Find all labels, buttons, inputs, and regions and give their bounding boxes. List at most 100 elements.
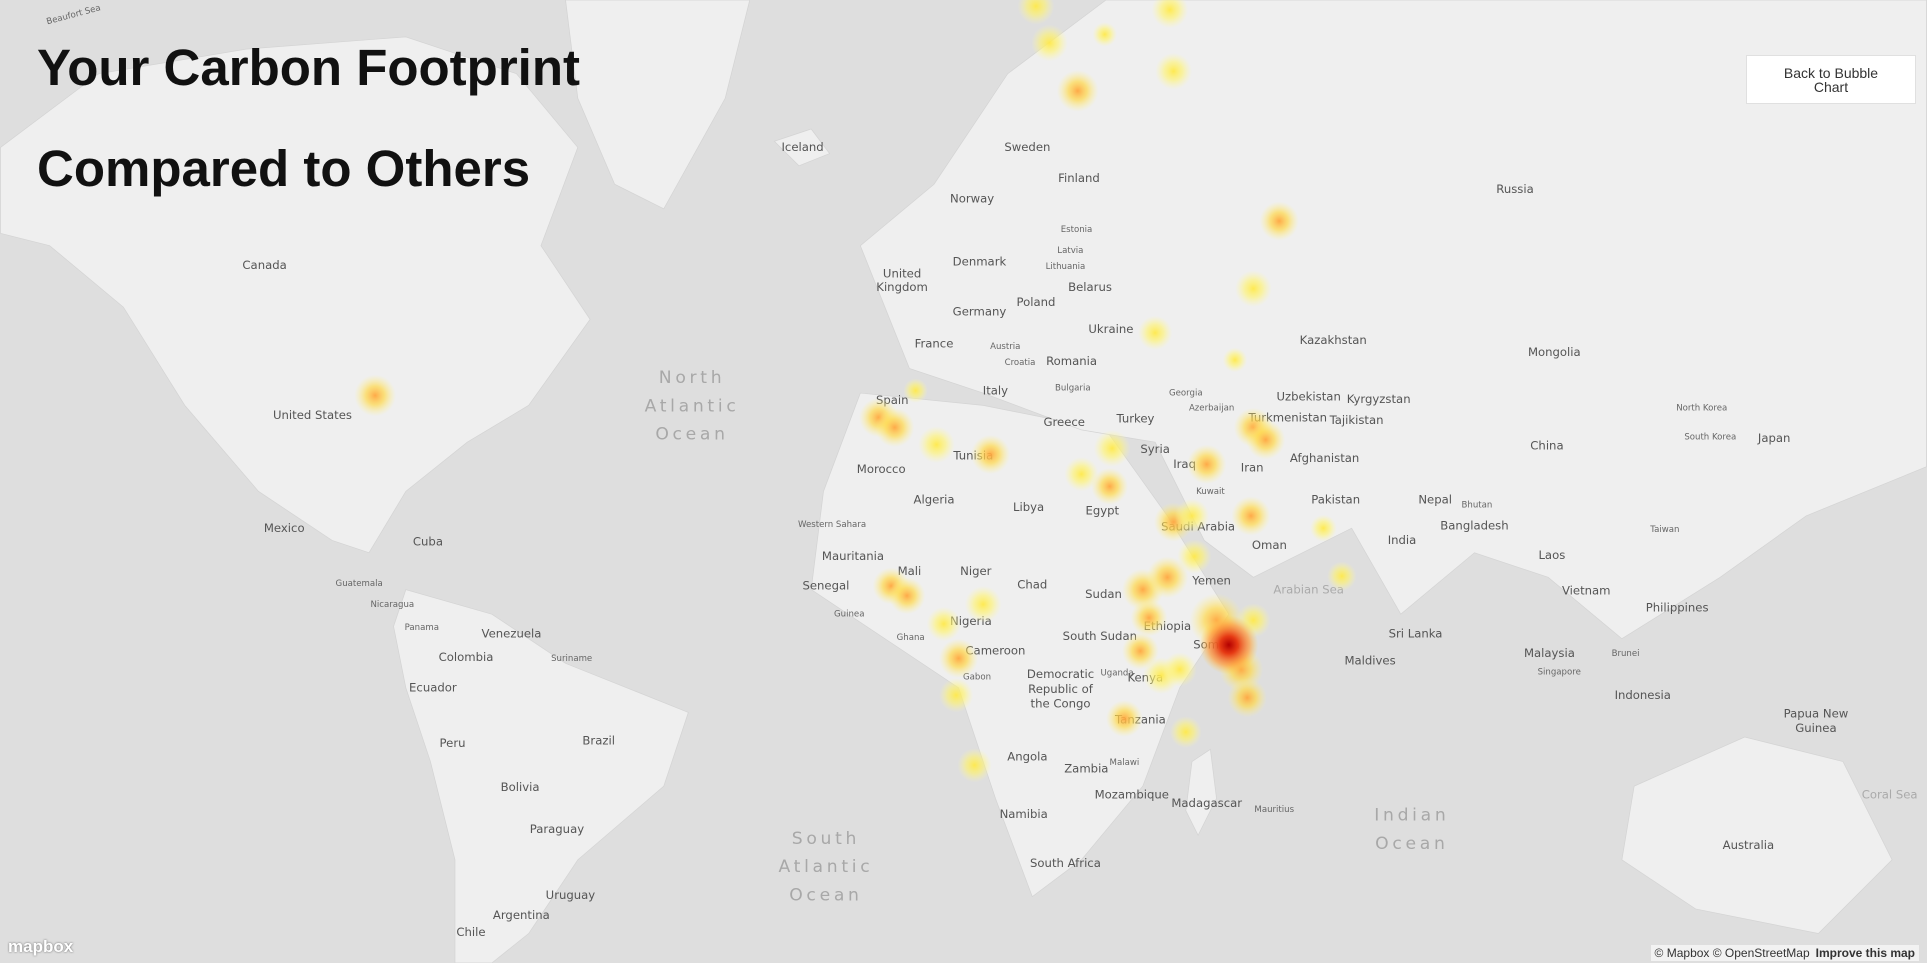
heat-spot: [1121, 632, 1159, 670]
ocean-label: Ocean: [655, 425, 728, 445]
map-label: Yemen: [1191, 574, 1231, 588]
map-label: Colombia: [439, 650, 494, 664]
map-label: Arabian Sea: [1273, 582, 1344, 596]
map-label: Norway: [950, 192, 994, 206]
map-label: United States: [273, 408, 352, 422]
map-label: Chad: [1017, 577, 1047, 591]
map-label: Germany: [953, 305, 1007, 319]
map-label: Laos: [1538, 548, 1565, 562]
labels: Beaufort Sea Iceland Sweden Finland Norw…: [45, 3, 1917, 939]
map-label: Democratic: [1027, 667, 1094, 681]
map-label: Bhutan: [1462, 500, 1493, 510]
map-label: Guatemala: [336, 579, 383, 589]
map-label: North Korea: [1676, 403, 1727, 413]
ocean-label: Indian: [1374, 806, 1449, 826]
map-label: Taiwan: [1649, 525, 1679, 535]
map-label: France: [915, 337, 954, 351]
map-label: China: [1530, 439, 1563, 453]
map-label: Morocco: [857, 462, 906, 476]
map-label: Mongolia: [1528, 345, 1581, 359]
heat-spot: [957, 748, 992, 783]
map-label: Cuba: [413, 534, 443, 548]
map-label: Madagascar: [1171, 796, 1242, 810]
heat-spot: [1155, 52, 1192, 90]
map-label: Peru: [440, 736, 466, 750]
heat-spot: [1169, 716, 1202, 749]
heat-spot: [1064, 456, 1099, 492]
map-label: Beaufort Sea: [45, 3, 101, 27]
heat-spot: [1146, 556, 1189, 599]
heat-spot: [918, 426, 955, 464]
map-label: India: [1388, 533, 1417, 547]
map-label: Western Sahara: [798, 520, 866, 530]
heat-spot: [1105, 700, 1143, 737]
heat-spot: [903, 378, 928, 403]
map-label: Cameroon: [965, 644, 1025, 658]
map-label: Papua New: [1784, 706, 1849, 720]
heat-spot: [1227, 678, 1267, 718]
ocean-label: Atlantic: [645, 396, 740, 416]
map-label: Brunei: [1612, 649, 1640, 659]
map-label: Croatia: [1005, 358, 1036, 368]
map-label: Namibia: [1000, 807, 1048, 821]
map-label: Mauritius: [1254, 805, 1294, 815]
map-label: Philippines: [1646, 601, 1709, 615]
map-label: Japan: [1757, 431, 1791, 445]
map-label: Australia: [1723, 838, 1775, 852]
mapbox-logo[interactable]: mapbox: [8, 937, 74, 956]
map-label: Sri Lanka: [1389, 626, 1443, 640]
map-label: Senegal: [802, 579, 849, 593]
map-label: Nicaragua: [370, 600, 414, 610]
map-label: Georgia: [1169, 389, 1203, 399]
map-label: South Africa: [1030, 856, 1101, 870]
heat-spot: [1327, 561, 1357, 591]
heat-spot: [938, 678, 974, 713]
map-label: Russia: [1496, 182, 1534, 196]
map-label: Bulgaria: [1055, 384, 1091, 394]
map-label: Angola: [1007, 749, 1047, 763]
heat-spot: [1199, 615, 1259, 675]
map-label: Iceland: [781, 140, 823, 154]
heat-spot: [1174, 498, 1210, 534]
map-label: Bolivia: [501, 780, 540, 794]
ocean-label: Coral Sea: [1862, 787, 1918, 801]
map-label: Azerbaijan: [1189, 403, 1234, 413]
ocean-label: North: [659, 368, 726, 388]
map-label: Argentina: [493, 908, 550, 922]
heat-spot: [1017, 0, 1055, 25]
map-label: Guinea: [834, 610, 864, 620]
map-label: Mozambique: [1095, 787, 1169, 801]
map-label: Algeria: [914, 493, 955, 507]
attribution: © Mapbox © OpenStreetMap Improve this map: [1650, 945, 1919, 961]
map-label: Finland: [1058, 171, 1100, 185]
map-label: Estonia: [1061, 225, 1093, 235]
heat-spot: [964, 585, 1002, 623]
heat-spot: [354, 374, 397, 417]
heat-spot: [926, 606, 962, 642]
map-label: Vietnam: [1562, 584, 1611, 598]
map-label: Belarus: [1068, 280, 1112, 294]
map-label: Kyrgyzstan: [1347, 392, 1411, 406]
map-label: Mauritania: [822, 549, 884, 563]
improve-link[interactable]: Improve this map: [1815, 946, 1915, 960]
map-label: United: [883, 267, 921, 281]
map-label: Kingdom: [876, 280, 928, 294]
map-label: Brazil: [582, 733, 615, 747]
ocean-label: South: [792, 829, 860, 849]
map-label: South Korea: [1684, 433, 1736, 443]
heat-spot: [1309, 514, 1337, 542]
credits[interactable]: © Mapbox © OpenStreetMap: [1654, 946, 1810, 960]
map-label: Venezuela: [482, 626, 542, 640]
map-label: Suriname: [551, 654, 592, 664]
back-button[interactable]: Back to Bubble Chart: [1746, 55, 1916, 104]
map-label: Latvia: [1057, 246, 1083, 256]
ocean-label: Atlantic: [779, 857, 874, 877]
map-label: Gabon: [963, 672, 991, 682]
heat-spot: [1246, 420, 1286, 460]
heat-spot: [1093, 429, 1131, 467]
heat-spot: [1151, 0, 1189, 29]
heat-spot: [1031, 24, 1068, 62]
heat-spot: [938, 638, 979, 679]
map-label: Ghana: [897, 633, 925, 643]
